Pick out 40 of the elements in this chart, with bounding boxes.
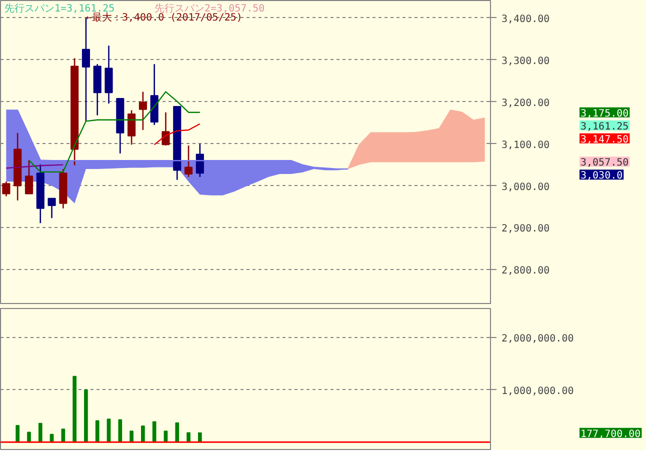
candlestick bbox=[184, 144, 193, 178]
bar bbox=[95, 420, 100, 443]
text: 3,147.50 bbox=[580, 134, 629, 146]
candlestick bbox=[2, 180, 10, 197]
candlestick bbox=[162, 112, 170, 146]
candlestick bbox=[48, 198, 56, 219]
bar bbox=[141, 425, 145, 443]
line-series bbox=[154, 123, 201, 146]
annotation: 先行スパン2=3,057.50 bbox=[154, 2, 265, 14]
y-tick-label: 3,000.00 bbox=[502, 182, 550, 193]
line-series bbox=[28, 91, 201, 173]
y-tick-label: 3,200.00 bbox=[502, 98, 550, 109]
bar bbox=[27, 432, 31, 443]
y-tick-label: 3,400.00 bbox=[502, 14, 550, 25]
text: 3,161.25 bbox=[580, 121, 629, 132]
candlestick bbox=[24, 160, 34, 194]
bar bbox=[198, 432, 202, 443]
bar bbox=[16, 424, 20, 443]
text: 177,700.00 bbox=[580, 428, 641, 440]
y-tick-label: 2,000,000.00 bbox=[502, 334, 574, 345]
bar bbox=[84, 389, 88, 443]
bar bbox=[152, 421, 156, 443]
y-tick-label: 3,300.00 bbox=[502, 56, 550, 67]
text: 3,175.00 bbox=[580, 108, 629, 120]
text: 3,030.0 bbox=[580, 170, 623, 182]
bar bbox=[175, 422, 180, 443]
bar bbox=[186, 432, 190, 443]
y-tick-label: 1,000,000.00 bbox=[502, 386, 574, 397]
annotation: 先行スパン1=3,161.25 bbox=[4, 2, 115, 14]
candlestick bbox=[138, 91, 147, 131]
y-tick-label: 3,100.00 bbox=[502, 140, 550, 151]
bar bbox=[118, 419, 122, 443]
bar bbox=[130, 430, 134, 443]
y-tick-label: 2,800.00 bbox=[502, 266, 550, 277]
bar bbox=[72, 376, 76, 443]
candlestick bbox=[196, 143, 204, 178]
candlestick bbox=[128, 110, 136, 146]
text: 3,057.50 bbox=[580, 158, 629, 169]
y-tick-label: 2,900.00 bbox=[502, 224, 550, 235]
bar bbox=[38, 422, 42, 443]
